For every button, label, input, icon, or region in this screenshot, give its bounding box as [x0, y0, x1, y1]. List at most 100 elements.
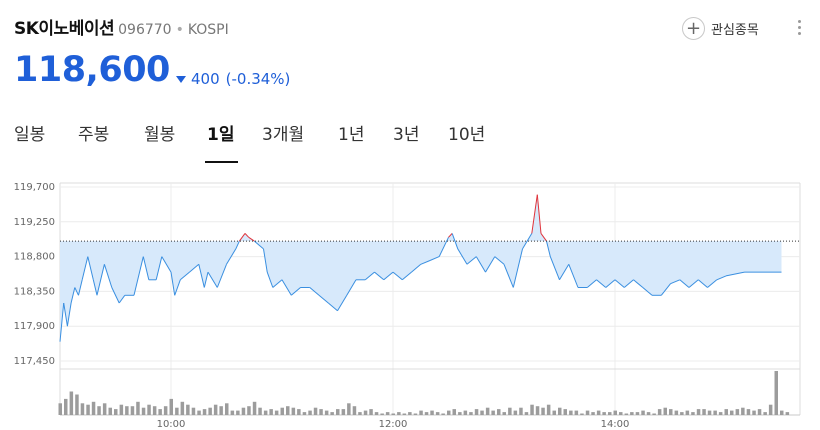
volume-bar	[219, 406, 223, 415]
volume-bar	[774, 371, 778, 415]
volume-bar	[308, 410, 312, 415]
volume-bar	[563, 409, 567, 415]
price-segment	[281, 279, 292, 296]
volume-bar	[635, 412, 640, 415]
tab-daily[interactable]: 일봉	[14, 125, 46, 145]
volume-bar	[485, 407, 490, 415]
volume-bar	[319, 409, 323, 415]
price-segment	[309, 287, 320, 296]
tab-weekly[interactable]: 주봉	[78, 125, 110, 145]
price-area-fill	[60, 194, 782, 342]
volume-bar	[513, 410, 518, 415]
price-segment	[623, 279, 634, 288]
price-segment	[78, 279, 83, 296]
tab-1year[interactable]: 1년	[338, 125, 365, 145]
tab-3months[interactable]: 3개월	[262, 125, 305, 145]
volume-bar	[380, 413, 384, 415]
price-segment	[451, 233, 459, 250]
tab-3years[interactable]: 3년	[393, 125, 420, 145]
price-segment	[374, 271, 385, 281]
tab-1day[interactable]: 1일	[207, 125, 235, 145]
volume-bar	[435, 412, 440, 415]
volume-bar	[619, 412, 623, 415]
volume-bar	[58, 403, 62, 415]
volume-bar	[669, 409, 673, 415]
volume-bar	[491, 410, 495, 415]
volume-bar	[397, 412, 401, 415]
volume-bar	[274, 410, 279, 415]
volume-bar	[291, 407, 296, 415]
stock-header: SK이노베이션 096770 • KOSPI	[14, 14, 229, 44]
volume-bar	[657, 409, 662, 415]
volume-bar	[741, 407, 745, 415]
change-amount: 400	[191, 70, 220, 88]
price-segment	[475, 256, 486, 273]
price-segment	[155, 256, 163, 280]
volume-bar	[97, 406, 101, 415]
volume-bar	[730, 410, 734, 415]
volume-bar	[452, 409, 456, 415]
volume-bar	[591, 412, 595, 415]
volume-bar	[202, 409, 207, 415]
volume-bar	[735, 409, 740, 415]
price-segment	[540, 233, 547, 242]
tab-10years[interactable]: 10년	[448, 125, 486, 145]
volume-bar	[447, 410, 451, 415]
volume-bar	[191, 407, 196, 415]
volume-bar	[613, 410, 617, 415]
volume-bar	[602, 412, 606, 415]
tab-monthly[interactable]: 월봉	[144, 125, 176, 145]
price-segment	[189, 263, 200, 273]
volume-bar	[363, 410, 368, 415]
stock-name: SK이노베이션	[14, 19, 115, 39]
price-segment	[586, 279, 597, 288]
volume-bar	[136, 401, 140, 415]
more-vertical-icon[interactable]	[795, 20, 803, 35]
volume-bar	[508, 407, 512, 415]
volume-bar	[574, 410, 579, 415]
volume-bar	[197, 410, 201, 415]
price-segment	[420, 260, 431, 265]
volume-bar	[685, 410, 690, 415]
y-tick-label: 119,250	[14, 217, 55, 228]
price-segment	[392, 271, 403, 281]
volume-bar	[413, 413, 418, 415]
volume-bar	[163, 406, 168, 415]
price-segment	[179, 271, 190, 281]
price-segment	[59, 302, 65, 342]
price-segment	[559, 264, 570, 281]
volume-bar	[324, 410, 329, 415]
volume-bar	[64, 398, 68, 415]
y-tick-label: 117,900	[14, 321, 55, 332]
volume-bar	[552, 410, 556, 415]
y-tick-label: 117,450	[14, 356, 55, 367]
price-segment	[272, 279, 283, 288]
intraday-chart[interactable]: 119,700 119,250 118,800 118,350 117,900 117,4…	[0, 175, 820, 430]
volume-bar	[152, 406, 157, 415]
volume-bar	[746, 409, 751, 415]
volume-bar	[463, 410, 468, 415]
price-segment	[642, 287, 653, 296]
volume-bar	[241, 407, 246, 415]
volume-bar	[236, 410, 240, 415]
price-segment	[133, 256, 144, 296]
price-segment	[438, 237, 449, 257]
volume-bar	[102, 403, 107, 415]
volume-bar	[269, 409, 273, 415]
price-segment	[238, 233, 246, 242]
price-segment	[248, 236, 255, 242]
volume-bar	[247, 406, 251, 415]
price-segment	[364, 271, 375, 281]
active-tab-indicator	[205, 161, 238, 163]
x-tick-label: 10:00	[157, 419, 186, 430]
price-segment	[679, 279, 690, 288]
volume-bar	[569, 410, 573, 415]
price-segment	[697, 279, 708, 288]
price-segment	[92, 279, 98, 296]
volume-bar	[158, 409, 162, 415]
volume-bar	[352, 406, 357, 415]
price-segment	[429, 256, 440, 261]
favorite-button[interactable]: + 관심종목	[682, 17, 759, 40]
price-segment	[290, 287, 301, 296]
volume-bar	[713, 410, 717, 415]
